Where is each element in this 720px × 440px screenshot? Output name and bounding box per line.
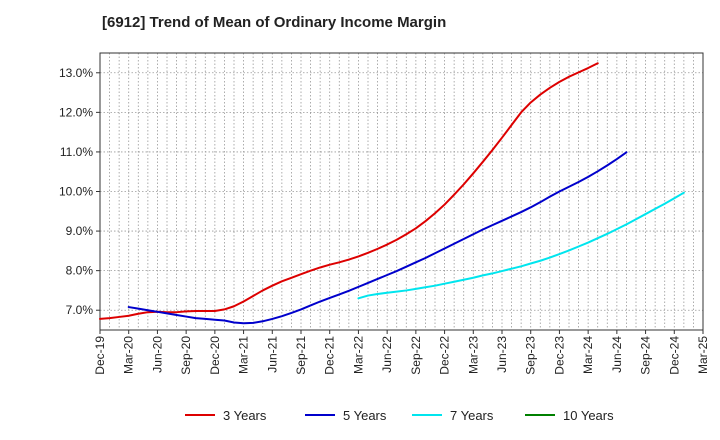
x-tick-label: Mar-20	[122, 336, 136, 374]
series-line-3	[357, 191, 685, 300]
series-line-1	[99, 62, 599, 320]
chart-title: [6912] Trend of Mean of Ordinary Income …	[102, 14, 447, 31]
series-line-2	[127, 151, 628, 325]
x-tick-label: Mar-22	[351, 336, 365, 374]
y-tick-label: 9.0%	[66, 224, 94, 238]
x-tick-label: Mar-21	[237, 336, 251, 374]
legend-label: 10 Years	[563, 408, 614, 423]
x-tick-label: Sep-21	[294, 336, 308, 375]
legend-label: 3 Years	[223, 408, 267, 423]
x-tick-label: Sep-20	[179, 336, 193, 375]
y-tick-label: 7.0%	[66, 303, 94, 317]
x-tick-label: Mar-23	[466, 336, 480, 374]
x-tick-label: Sep-22	[409, 336, 423, 375]
x-tick-label: Jun-20	[150, 336, 164, 373]
x-tick-label: Dec-20	[208, 336, 222, 375]
y-tick-label: 11.0%	[60, 145, 93, 159]
y-tick-label: 10.0%	[59, 185, 93, 199]
y-tick-label: 8.0%	[66, 264, 94, 278]
x-tick-label: Jun-22	[380, 336, 394, 373]
legend-label: 5 Years	[343, 408, 387, 423]
legend-label: 7 Years	[450, 408, 494, 423]
x-tick-label: Jun-21	[265, 336, 279, 373]
x-tick-label: Dec-22	[438, 336, 452, 375]
x-tick-label: Mar-24	[581, 336, 595, 374]
x-tick-label: Sep-23	[524, 336, 538, 375]
x-tick-label: Jun-24	[610, 336, 624, 373]
y-tick-label: 13.0%	[59, 66, 93, 80]
x-tick-label: Sep-24	[639, 336, 653, 375]
y-tick-label: 12.0%	[59, 105, 93, 119]
x-tick-label: Mar-25	[696, 336, 710, 374]
x-tick-label: Dec-24	[667, 336, 681, 375]
x-tick-label: Dec-21	[323, 336, 337, 375]
x-tick-label: Dec-19	[93, 336, 107, 375]
x-tick-label: Jun-23	[495, 336, 509, 373]
x-tick-label: Dec-23	[552, 336, 566, 375]
